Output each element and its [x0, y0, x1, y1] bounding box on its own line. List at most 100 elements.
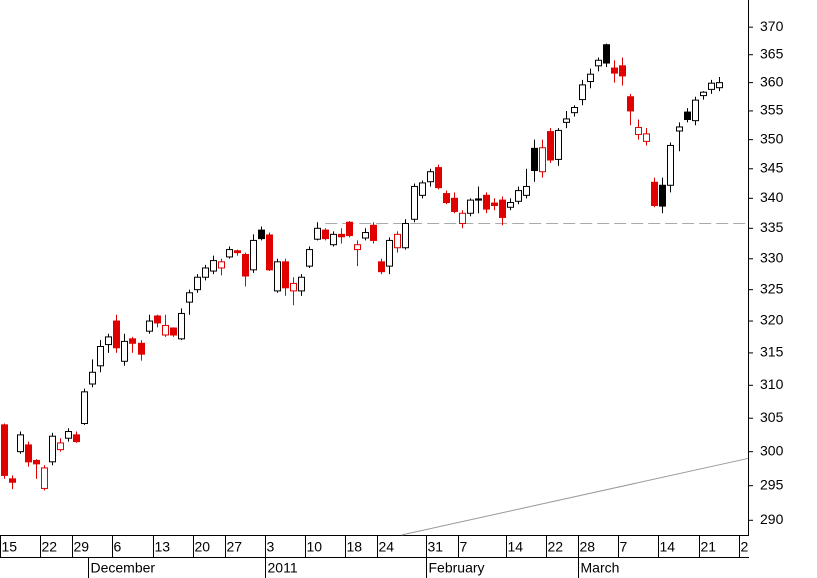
candle-body — [571, 107, 578, 114]
y-tick-label: 330 — [760, 249, 784, 265]
y-tick-label: 320 — [760, 312, 784, 328]
candle-body — [346, 221, 353, 237]
candle-body — [146, 320, 153, 332]
x-tick-label: 14 — [508, 539, 524, 555]
month-label: December — [91, 560, 156, 576]
y-tick-label: 340 — [760, 189, 784, 205]
candle-body — [9, 478, 16, 483]
candle-body — [1, 424, 8, 476]
candle-body — [178, 312, 185, 340]
candle-body — [210, 260, 217, 272]
candle-body — [186, 292, 193, 303]
candle-body — [611, 67, 618, 74]
candle-body — [162, 324, 169, 336]
candle-body — [113, 320, 120, 349]
candle-body — [65, 431, 72, 439]
candle-body — [129, 338, 136, 344]
y-tick-label: 355 — [760, 102, 784, 118]
candle-body — [258, 229, 265, 240]
candle-body — [547, 131, 554, 161]
candle-body — [386, 239, 393, 267]
y-tick-label: 290 — [760, 511, 784, 527]
candle-body — [282, 261, 289, 289]
candle-body — [716, 82, 723, 89]
candle-body — [451, 197, 458, 212]
candle-body — [73, 434, 80, 443]
month-label: February — [429, 560, 485, 576]
candle-body — [499, 199, 506, 218]
trend-line — [401, 457, 749, 536]
y-tick-label: 295 — [760, 476, 784, 492]
y-tick-label: 345 — [760, 159, 784, 175]
x-tick-label: 13 — [155, 539, 171, 555]
candle-body — [587, 73, 594, 83]
candle-body — [154, 315, 161, 324]
x-tick-label: 22 — [42, 539, 58, 555]
candle-body — [394, 233, 401, 249]
candle-body — [708, 82, 715, 90]
candle-body — [314, 227, 321, 240]
x-tick-label: 31 — [428, 539, 444, 555]
x-tick-label: 7 — [460, 539, 468, 555]
candle-body — [619, 65, 626, 77]
candle-body — [362, 232, 369, 239]
month-label: March — [581, 560, 620, 576]
candle-body — [33, 459, 40, 465]
candle-body — [370, 224, 377, 241]
y-tick-label: 360 — [760, 73, 784, 89]
candle-body — [483, 194, 490, 210]
candle-body — [667, 144, 674, 186]
candle-body — [170, 327, 177, 336]
candle-body — [250, 239, 257, 271]
candle-body — [338, 233, 345, 238]
candle-body — [41, 467, 48, 489]
x-tick-label: 14 — [660, 539, 676, 555]
y-tick-label: 365 — [760, 45, 784, 61]
candle-body — [121, 340, 128, 362]
candle-body — [105, 336, 112, 346]
candle-body — [226, 249, 233, 258]
candle-body — [515, 190, 522, 202]
x-tick-label: 27 — [227, 539, 243, 555]
y-tick-label: 350 — [760, 130, 784, 146]
candle-body — [627, 96, 634, 112]
candle-body — [57, 442, 64, 451]
candle-body — [411, 185, 418, 220]
candle-body — [330, 233, 337, 246]
candle-body — [49, 435, 56, 463]
candle-body — [290, 282, 297, 292]
candle-body — [427, 171, 434, 183]
candle-body — [89, 371, 96, 385]
candle-body — [218, 261, 225, 269]
candle-body — [643, 133, 650, 142]
candle-body — [555, 129, 562, 160]
candle-body — [306, 249, 313, 267]
candle-body — [595, 59, 602, 67]
x-tick-label: 2 — [741, 539, 749, 555]
candle-body — [322, 229, 329, 240]
candle-body — [17, 434, 24, 453]
candle-body — [531, 147, 538, 172]
x-tick-label: 21 — [701, 539, 717, 555]
candle-body — [635, 127, 642, 135]
x-tick-label: 24 — [379, 539, 395, 555]
candle-body — [579, 84, 586, 101]
candle-body — [700, 91, 707, 97]
candle-body — [684, 111, 691, 121]
y-tick-label: 300 — [760, 442, 784, 458]
candle-body — [202, 267, 209, 278]
candle-body — [539, 147, 546, 173]
y-tick-label: 305 — [760, 409, 784, 425]
candle-body — [603, 44, 610, 64]
candle-body — [651, 181, 658, 206]
candle-body — [563, 118, 570, 123]
candle-body — [467, 199, 474, 214]
x-tick-label: 22 — [548, 539, 564, 555]
candle-body — [435, 167, 442, 189]
candle-body — [234, 250, 241, 254]
candle-body — [676, 126, 683, 132]
month-label: 2011 — [268, 560, 298, 576]
candle-body — [443, 193, 450, 203]
